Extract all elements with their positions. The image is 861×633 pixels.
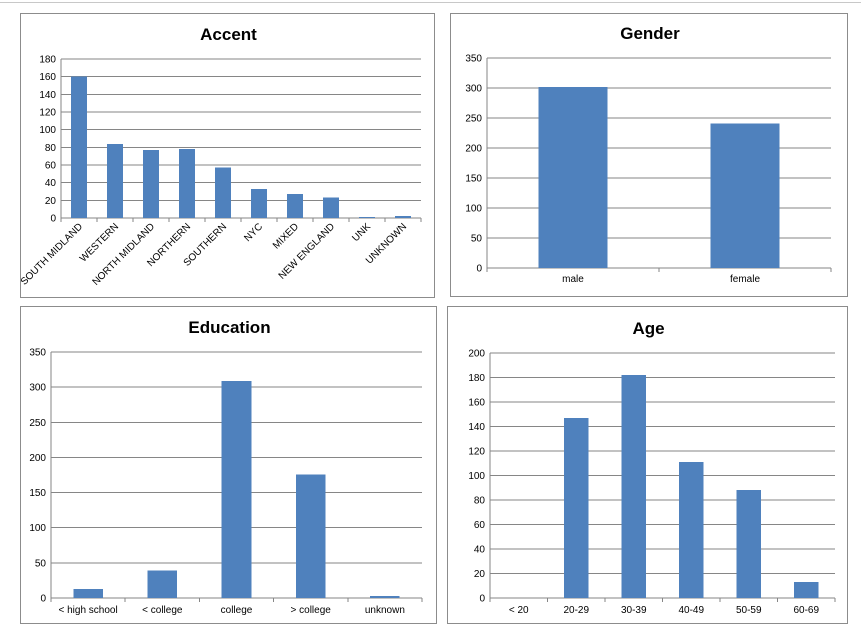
x-tick-label: UNK bbox=[350, 221, 373, 244]
y-tick-label: 250 bbox=[465, 114, 482, 125]
bar bbox=[710, 123, 780, 269]
y-tick-label: 60 bbox=[45, 161, 57, 172]
y-tick-label: 100 bbox=[39, 125, 56, 136]
bar bbox=[295, 474, 326, 598]
y-tick-label: 140 bbox=[39, 90, 56, 101]
bar bbox=[250, 188, 268, 218]
chart-title: Education bbox=[188, 318, 270, 337]
education-chart-svg: Education 0 50 100 150 200 250 300 350 < high sch… bbox=[29, 318, 423, 616]
x-tick-label: college bbox=[221, 605, 253, 616]
education-chart: Education 0 50 100 150 200 250 300 350 < high sch… bbox=[20, 306, 437, 624]
bar bbox=[214, 167, 232, 218]
y-tick-label: 160 bbox=[39, 72, 56, 83]
age-chart: Age 0 20 40 60 80 100 120 140 160 180 200 < 20 20-29 3… bbox=[447, 306, 848, 624]
bar bbox=[394, 216, 412, 218]
x-tick-label: > college bbox=[291, 605, 332, 616]
y-tick-label: 350 bbox=[465, 54, 482, 65]
bar bbox=[679, 462, 704, 598]
x-tick-label: NYC bbox=[242, 221, 265, 244]
x-tick-label: NORTH MIDLAND bbox=[91, 221, 158, 288]
y-tick-label: 0 bbox=[50, 214, 56, 225]
y-tick-label: 160 bbox=[468, 398, 485, 409]
bar bbox=[70, 76, 88, 218]
y-tick-label: 0 bbox=[479, 594, 485, 605]
y-tick-label: 180 bbox=[39, 55, 56, 66]
y-tick-label: 20 bbox=[474, 569, 486, 580]
bar bbox=[736, 490, 761, 598]
y-tick-label: 100 bbox=[465, 204, 482, 215]
bar bbox=[322, 197, 340, 218]
y-tick-label: 200 bbox=[29, 453, 46, 464]
y-tick-label: 200 bbox=[468, 349, 485, 360]
bar bbox=[370, 595, 400, 598]
y-tick-label: 80 bbox=[45, 143, 57, 154]
bar bbox=[106, 143, 124, 218]
bar bbox=[142, 149, 160, 218]
bar bbox=[358, 217, 376, 218]
bar bbox=[147, 570, 178, 598]
y-tick-label: 60 bbox=[474, 520, 486, 531]
x-tick-label: 60-69 bbox=[793, 605, 819, 616]
x-tick-label: 40-49 bbox=[678, 605, 704, 616]
bar bbox=[286, 194, 304, 218]
y-tick-label: 50 bbox=[471, 234, 483, 245]
bar bbox=[73, 588, 103, 598]
y-tick-label: 300 bbox=[29, 383, 46, 394]
y-tick-label: 0 bbox=[40, 594, 46, 605]
bar bbox=[221, 380, 252, 598]
x-tick-label: MIXED bbox=[271, 221, 301, 251]
bar bbox=[538, 86, 608, 268]
x-tick-label: < college bbox=[142, 605, 183, 616]
y-tick-label: 200 bbox=[465, 144, 482, 155]
top-divider bbox=[0, 2, 861, 3]
y-tick-label: 250 bbox=[29, 418, 46, 429]
y-tick-label: 150 bbox=[465, 174, 482, 185]
bar bbox=[794, 582, 819, 598]
y-tick-label: 0 bbox=[476, 264, 482, 275]
chart-title: Accent bbox=[200, 25, 257, 44]
x-tick-label: 50-59 bbox=[736, 605, 762, 616]
accent-chart-svg: Accent 0 20 40 60 80 100 120 140 160 180 SOUTH MIDL… bbox=[21, 25, 422, 288]
y-tick-label: 50 bbox=[35, 558, 47, 569]
y-tick-label: 40 bbox=[45, 178, 57, 189]
y-tick-label: 120 bbox=[468, 447, 485, 458]
bar bbox=[564, 417, 589, 598]
gender-chart-svg: Gender 0 50 100 150 200 250 300 350 male female bbox=[465, 24, 832, 285]
x-tick-label: female bbox=[730, 274, 760, 285]
x-tick-label: 20-29 bbox=[563, 605, 589, 616]
y-tick-label: 120 bbox=[39, 108, 56, 119]
bar bbox=[621, 375, 646, 598]
y-tick-label: 80 bbox=[474, 496, 486, 507]
y-tick-label: 150 bbox=[29, 488, 46, 499]
x-tick-label: 30-39 bbox=[621, 605, 647, 616]
y-tick-label: 40 bbox=[474, 545, 486, 556]
bar bbox=[178, 149, 196, 218]
x-tick-label: male bbox=[562, 274, 584, 285]
x-tick-label: SOUTH MIDLAND bbox=[21, 221, 85, 287]
accent-chart: Accent 0 20 40 60 80 100 120 140 160 180 SOUTH MIDL… bbox=[20, 13, 435, 298]
y-tick-label: 20 bbox=[45, 196, 57, 207]
x-tick-label: < 20 bbox=[509, 605, 529, 616]
y-tick-label: 100 bbox=[29, 523, 46, 534]
chart-title: Gender bbox=[620, 24, 680, 43]
x-tick-label: unknown bbox=[365, 605, 405, 616]
y-tick-label: 350 bbox=[29, 348, 46, 359]
chart-title: Age bbox=[632, 319, 664, 338]
age-chart-svg: Age 0 20 40 60 80 100 120 140 160 180 200 < 20 20-29 3… bbox=[468, 319, 836, 616]
y-tick-label: 100 bbox=[468, 471, 485, 482]
y-tick-label: 300 bbox=[465, 84, 482, 95]
x-tick-label: < high school bbox=[58, 605, 117, 616]
y-tick-label: 180 bbox=[468, 373, 485, 384]
y-tick-label: 140 bbox=[468, 422, 485, 433]
gender-chart: Gender 0 50 100 150 200 250 300 350 male female bbox=[450, 13, 848, 297]
